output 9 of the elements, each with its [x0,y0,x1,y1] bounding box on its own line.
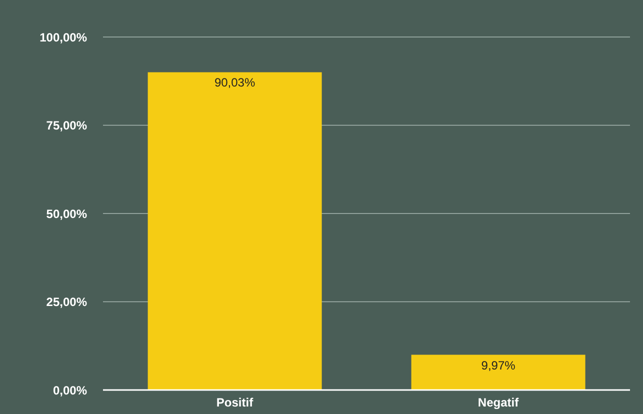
data-label: 9,97% [481,358,516,372]
y-tick-label: 50,00% [46,206,88,221]
y-tick-label: 0,00% [52,383,88,398]
y-tick-label: 100,00% [40,30,88,44]
x-tick-label: Negatif [478,396,520,410]
x-tick-label: Positif [216,396,254,410]
y-tick-label: 25,00% [46,295,88,310]
data-label: 90,03% [214,76,256,90]
y-tick-label: 75,00% [46,118,88,133]
